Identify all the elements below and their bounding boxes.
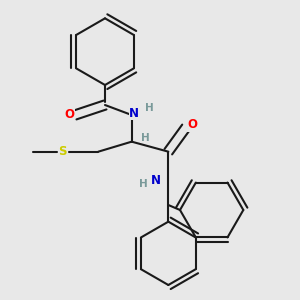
Text: N: N <box>129 107 139 120</box>
Text: S: S <box>58 145 67 158</box>
Text: O: O <box>64 109 74 122</box>
Text: N: N <box>151 173 161 187</box>
Text: H: H <box>141 133 149 143</box>
Text: O: O <box>188 118 198 131</box>
Text: H: H <box>139 179 147 189</box>
Text: H: H <box>145 103 153 113</box>
